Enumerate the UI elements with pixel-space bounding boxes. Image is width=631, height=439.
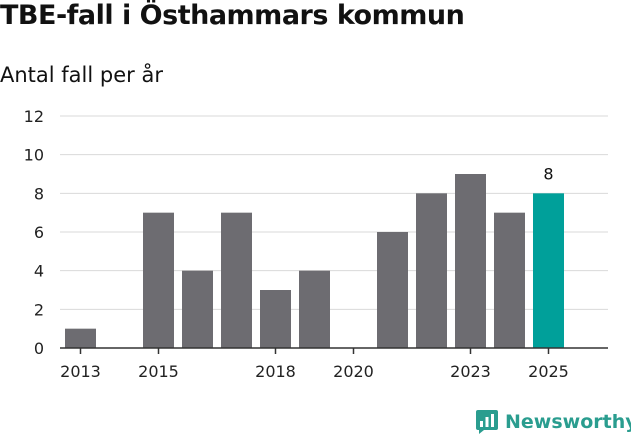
chart-subtitle: Antal fall per år bbox=[0, 63, 163, 87]
bar-2023 bbox=[455, 174, 486, 348]
bar-2021 bbox=[377, 232, 408, 348]
bar-2018 bbox=[260, 290, 291, 348]
y-tick-label: 8 bbox=[34, 184, 44, 203]
bar-2015 bbox=[143, 212, 174, 348]
data-labels: 8 bbox=[543, 164, 553, 183]
newsworthy-logo-icon bbox=[476, 410, 498, 434]
y-tick-label: 12 bbox=[24, 107, 44, 126]
x-axis bbox=[60, 347, 608, 354]
x-tick-label: 2013 bbox=[60, 362, 101, 381]
newsworthy-logo: Newsworthy bbox=[475, 407, 631, 437]
y-tick-label: 0 bbox=[34, 339, 44, 358]
bar-2025 bbox=[533, 193, 564, 348]
x-tick-label: 2025 bbox=[528, 362, 569, 381]
y-axis-labels: 0 2 4 6 8 10 12 bbox=[24, 107, 44, 358]
bar-chart: 0 2 4 6 8 10 12 2013 2015 2018 2020 2023 2025 8 bbox=[24, 107, 608, 381]
y-tick-label: 6 bbox=[34, 223, 44, 242]
bar-2013 bbox=[65, 328, 96, 348]
x-tick-label: 2018 bbox=[255, 362, 296, 381]
chart-title: TBE-fall i Östhammars kommun bbox=[0, 0, 465, 31]
bars bbox=[65, 174, 564, 348]
bar-2017 bbox=[221, 212, 252, 348]
bar-2019 bbox=[299, 270, 330, 348]
y-tick-label: 10 bbox=[24, 146, 44, 165]
bar-2016 bbox=[182, 270, 213, 348]
bar-2024 bbox=[494, 212, 525, 348]
grid-lines bbox=[60, 115, 608, 310]
x-tick-label: 2023 bbox=[450, 362, 491, 381]
newsworthy-logo-text: Newsworthy bbox=[505, 411, 631, 433]
x-tick-label: 2020 bbox=[333, 362, 374, 381]
bar-2022 bbox=[416, 193, 447, 348]
x-tick-label: 2015 bbox=[138, 362, 179, 381]
y-tick-label: 4 bbox=[34, 262, 44, 281]
data-label-2025: 8 bbox=[543, 164, 553, 183]
x-axis-labels: 2013 2015 2018 2020 2023 2025 bbox=[60, 362, 569, 381]
y-tick-label: 2 bbox=[34, 300, 44, 319]
